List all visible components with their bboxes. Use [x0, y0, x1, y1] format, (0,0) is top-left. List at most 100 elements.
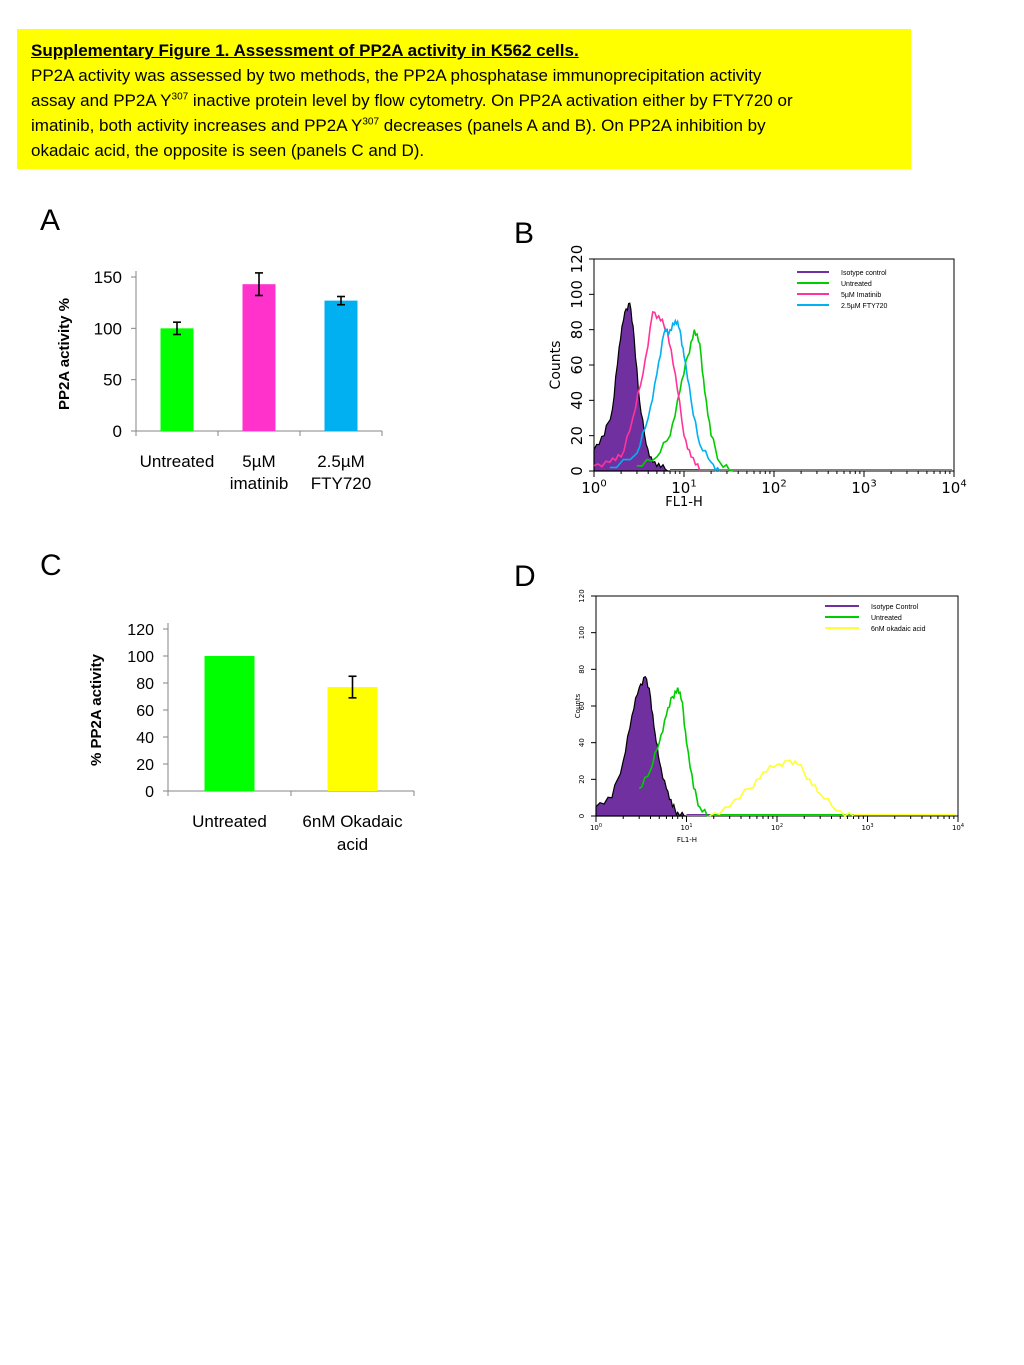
- panel-label-d: D: [514, 560, 536, 593]
- panel-b-xtick-label: 104: [941, 478, 966, 497]
- panel-d-xtick-base: 10: [680, 824, 689, 832]
- panel-d-histogram-line: [709, 759, 854, 818]
- panel-d-xtick-exponent: 1: [689, 823, 692, 829]
- panel-d-xtick-exponent: 2: [780, 823, 783, 829]
- panel-b-xtick-base: 10: [581, 479, 600, 497]
- panel-d-ytick-label: 40: [578, 738, 586, 747]
- panel-b-histogram-line: [609, 318, 721, 472]
- panel-a-category-label: imatinib: [230, 474, 289, 493]
- figure-caption: Supplementary Figure 1. Assessment of PP…: [17, 29, 911, 169]
- panel-d-xtick-label: 101: [680, 823, 692, 832]
- panel-d-xtick-exponent: 4: [961, 823, 964, 829]
- panel-b-ytick-label: 0: [568, 466, 586, 476]
- panel-d-ytick-label: 20: [578, 775, 586, 784]
- panel-b-ytick-label: 20: [568, 426, 586, 445]
- panel-d-xtick-exponent: 3: [870, 823, 873, 829]
- panel-b-xtick-base: 10: [671, 479, 690, 497]
- panel-d-y-axis-title: Counts: [574, 693, 582, 718]
- caption-line-2: assay and PP2A Y307 inactive protein lev…: [31, 91, 793, 110]
- panel-b-ytick-label: 100: [568, 280, 586, 309]
- panel-d-ytick-label: 60: [578, 702, 586, 711]
- panel-label-a: A: [40, 204, 61, 237]
- panel-b-xtick-label: 103: [851, 478, 876, 497]
- panel-b-xtick-label: 101: [671, 478, 696, 497]
- panel-c-ytick-label: 100: [127, 649, 154, 666]
- panel-b-xtick-base: 10: [941, 479, 960, 497]
- panel-b-xtick-exponent: 3: [870, 478, 876, 489]
- panel-c-y-axis-title: % PP2A activity: [88, 653, 105, 766]
- panel-d-xtick-base: 10: [771, 824, 780, 832]
- panel-c-ytick-label: 40: [136, 730, 154, 747]
- panel-d-legend-label: Untreated: [871, 615, 902, 622]
- panel-a-ytick-label: 100: [94, 319, 122, 338]
- panel-a-category-label: FTY720: [311, 474, 371, 493]
- panel-d-legend-label: 6nM okadaic acid: [871, 626, 926, 633]
- panel-b-ytick-label: 80: [568, 320, 586, 339]
- panel-c-category-label: 6nM Okadaic: [302, 812, 403, 831]
- panel-c-ytick-label: 20: [136, 757, 154, 774]
- panel-b-legend-label: Isotype control: [841, 270, 887, 277]
- panel-a-ytick-label: 50: [103, 371, 122, 390]
- panel-b-histogram-line: [593, 311, 701, 472]
- panel-b-xtick-exponent: 0: [600, 478, 606, 489]
- panel-d-xtick-label: 100: [590, 823, 602, 832]
- panel-c-category-label: acid: [337, 835, 368, 854]
- panel-a-bar: [324, 300, 358, 431]
- caption-line-3: imatinib, both activity increases and PP…: [31, 116, 766, 135]
- panel-b-xtick-base: 10: [851, 479, 870, 497]
- panel-b-xtick-base: 10: [761, 479, 780, 497]
- panel-c-bar: [327, 687, 378, 791]
- panel-d-xtick-base: 10: [590, 824, 599, 832]
- panel-d-xtick-base: 10: [952, 824, 961, 832]
- panel-b-xtick-exponent: 2: [780, 478, 786, 489]
- panel-b-ytick-label: 120: [568, 245, 586, 274]
- panel-d-legend-label: Isotype Control: [871, 604, 919, 611]
- caption-title: Supplementary Figure 1. Assessment of PP…: [31, 41, 579, 60]
- panel-b-x-axis-title: FL1-H: [665, 495, 702, 510]
- panel-a-ytick-label: 150: [94, 268, 122, 287]
- caption-line-4: okadaic acid, the opposite is seen (pane…: [31, 141, 425, 160]
- panel-c-ytick-label: 60: [136, 703, 154, 720]
- panel-b-xtick-label: 102: [761, 478, 786, 497]
- panel-d-xtick-exponent: 0: [599, 823, 602, 829]
- panel-b-legend-label: 2.5µM FTY720: [841, 303, 888, 310]
- panel-label-b: B: [514, 217, 535, 250]
- panel-c-bar: [204, 656, 255, 791]
- panel-b-ytick-label: 60: [568, 355, 586, 374]
- panel-c-ytick-label: 80: [136, 676, 154, 693]
- panel-b-xtick-exponent: 4: [960, 478, 966, 489]
- panel-a-bar: [242, 284, 276, 431]
- panel-b-y-axis-title: Counts: [548, 341, 564, 390]
- panel-a-y-axis-title: PP2A activity %: [56, 298, 73, 410]
- panel-d-xtick-base: 10: [861, 824, 870, 832]
- panel-d-xtick-label: 104: [952, 823, 964, 832]
- panel-d-ytick-label: 0: [578, 814, 586, 818]
- panel-a-category-label: 5µM: [242, 452, 275, 471]
- panel-d-ytick-label: 100: [578, 626, 586, 639]
- panel-d-ytick-label: 120: [578, 589, 586, 602]
- panel-b-xtick-exponent: 1: [690, 478, 696, 489]
- panel-label-c: C: [40, 549, 62, 582]
- panel-a-category-label: Untreated: [140, 452, 215, 471]
- panel-c-ytick-label: 0: [145, 784, 154, 801]
- panel-d-x-axis-title: FL1-H: [677, 836, 697, 844]
- panel-b-histogram-filled: [593, 302, 671, 472]
- panel-b-ytick-label: 40: [568, 391, 586, 410]
- panel-d-xtick-label: 102: [771, 823, 783, 832]
- panel-a-ytick-label: 0: [113, 422, 122, 441]
- panel-b-legend-label: 5µM Imatinib: [841, 292, 881, 299]
- panel-b-histogram-line: [636, 329, 734, 472]
- panel-b-plot-frame: [593, 258, 955, 472]
- panel-d-xtick-label: 103: [861, 823, 873, 832]
- panel-d-histogram-line: [638, 687, 710, 817]
- panel-d-ytick-label: 80: [578, 665, 586, 674]
- panel-d-histogram-filled: [595, 675, 687, 818]
- panel-c-ytick-label: 120: [127, 622, 154, 639]
- panel-c-category-label: Untreated: [192, 812, 267, 831]
- panel-a-bar: [160, 328, 194, 431]
- panel-a-category-label: 2.5µM: [317, 452, 365, 471]
- panel-b-xtick-label: 100: [581, 478, 606, 497]
- caption-line-1: PP2A activity was assessed by two method…: [31, 66, 762, 85]
- panel-b-legend-label: Untreated: [841, 281, 872, 288]
